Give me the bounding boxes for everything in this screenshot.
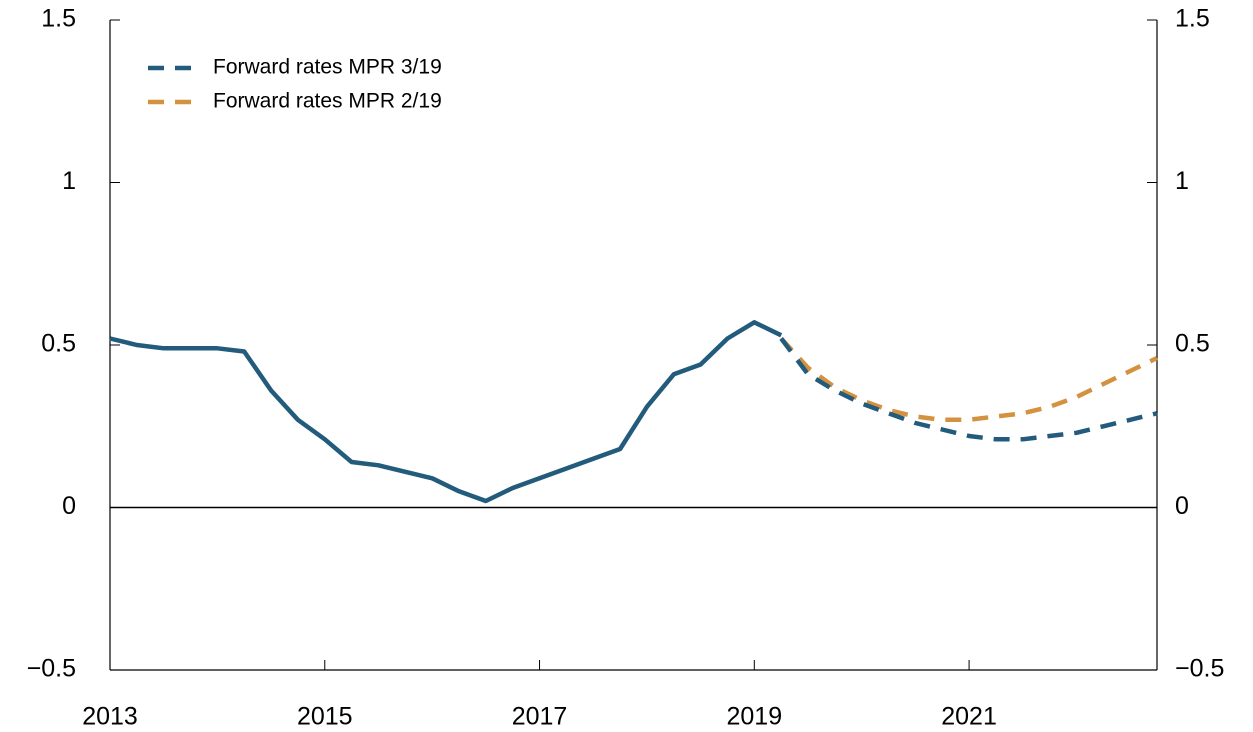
x-tick-label: 2013: [82, 703, 138, 731]
x-tick-label: 2015: [297, 703, 353, 731]
series-line: [779, 337, 1158, 442]
y2-tick-label: 1.5: [1175, 5, 1210, 33]
x-tick-label: 2021: [941, 703, 997, 731]
series-line: [109, 320, 783, 504]
series-line: [779, 336, 1158, 423]
y2-tick-label: 0.5: [1175, 330, 1210, 358]
legend-label: Forward rates MPR 2/19: [213, 90, 442, 113]
y-tick-label: 1.5: [41, 5, 76, 33]
y-tick-label: −0.5: [27, 655, 76, 683]
y-tick-label: 0: [62, 492, 76, 520]
x-tick-label: 2019: [726, 703, 782, 731]
y2-tick-label: 1: [1175, 167, 1189, 195]
x-tick-label: 2017: [512, 703, 568, 731]
y2-tick-label: 0: [1175, 492, 1189, 520]
y-tick-label: 1: [62, 167, 76, 195]
y2-tick-label: −0.5: [1175, 655, 1224, 683]
legend-label: Forward rates MPR 3/19: [213, 56, 442, 79]
y-tick-label: 0.5: [41, 330, 76, 358]
